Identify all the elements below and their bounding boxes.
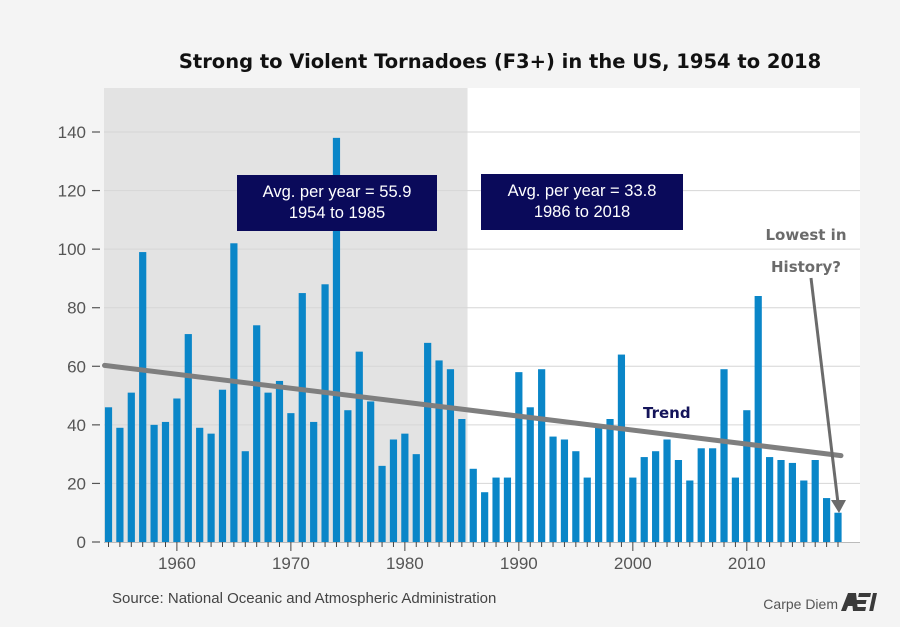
x-tick-label: 2010 (728, 554, 766, 573)
annotation-1-line-2: 1954 to 1985 (289, 204, 385, 222)
bar-1999 (617, 354, 626, 542)
bar-2009 (731, 477, 740, 542)
brand-text: Carpe Diem (763, 596, 838, 612)
gridlines (104, 131, 860, 484)
bar-1977 (367, 401, 375, 542)
bar-1987 (481, 492, 489, 542)
bar-1975 (344, 410, 352, 542)
callout-arrow (809, 277, 846, 513)
bar-2002 (652, 451, 660, 542)
bar-2015 (800, 480, 808, 542)
bar-1994 (560, 439, 569, 542)
annotation-2-line-2: 1986 to 2018 (534, 203, 630, 221)
bar-1978 (378, 465, 386, 542)
bar-1989 (503, 477, 512, 542)
bar-1984 (446, 369, 455, 542)
bar-2001 (640, 457, 648, 542)
y-tick-label: 140 (58, 123, 86, 142)
x-tick-label: 1990 (500, 554, 538, 573)
bar-1992 (538, 369, 546, 542)
bar-2006 (697, 448, 705, 542)
source-note: Source: National Oceanic and Atmospheric… (112, 590, 496, 607)
bar-1954 (104, 407, 113, 542)
bar-1971 (298, 293, 306, 542)
bar-2017 (823, 498, 831, 542)
y-tick-label: 20 (67, 474, 86, 493)
bar-2004 (674, 460, 683, 542)
annotation-box-2: Avg. per year = 33.8 1986 to 2018 (481, 174, 683, 230)
bar-1985 (458, 419, 466, 542)
bar-1963 (207, 433, 215, 542)
annotation-2-line-1: Avg. per year = 33.8 (508, 182, 657, 200)
bar-1960 (173, 398, 181, 542)
callout-line-2: History? (771, 258, 841, 276)
bar-1969 (275, 380, 284, 542)
x-axis: 1960 1970 1980 1990 2000 2010 (104, 542, 860, 573)
y-axis: 0 20 40 60 80 100 120 140 (58, 123, 100, 552)
bar-2000 (629, 477, 637, 542)
bar-1966 (241, 451, 249, 542)
bar-2012 (766, 457, 774, 542)
trend-label: Trend (643, 404, 691, 422)
chart-title: Strong to Violent Tornadoes (F3+) in the… (179, 50, 821, 73)
bar-2008 (720, 369, 728, 542)
bar-1988 (492, 477, 500, 542)
y-tick-label: 80 (67, 299, 86, 318)
bar-1972 (310, 421, 318, 542)
bar-1993 (549, 436, 557, 542)
annotation-box-1: Avg. per year = 55.9 1954 to 1985 (237, 175, 437, 231)
bar-2011 (754, 296, 762, 542)
bar-2014 (788, 462, 797, 542)
bar-1997 (595, 427, 603, 542)
bar-1967 (253, 325, 261, 542)
y-tick-label: 0 (77, 533, 86, 552)
bar-1986 (469, 468, 477, 542)
bar-1970 (287, 413, 295, 542)
annotation-1-line-1: Avg. per year = 55.9 (263, 183, 412, 201)
bar-1990 (515, 372, 523, 542)
bar-1973 (321, 284, 329, 542)
y-tick-label: 40 (67, 416, 86, 435)
bar-1983 (435, 360, 443, 542)
bar-1974 (332, 137, 341, 542)
bar-1980 (401, 433, 409, 542)
bar-1965 (230, 243, 238, 543)
y-tick-label: 120 (58, 182, 86, 201)
bar-1957 (139, 252, 147, 543)
bar-2010 (743, 410, 751, 542)
bar-1958 (150, 424, 158, 542)
bar-2013 (777, 460, 785, 542)
y-tick-label: 60 (67, 357, 86, 376)
bar-1982 (424, 342, 432, 542)
x-tick-label: 1970 (272, 554, 310, 573)
bars (104, 137, 842, 543)
bar-1962 (196, 427, 204, 542)
aei-logo (841, 593, 877, 611)
callout-line-1: Lowest in (765, 226, 846, 244)
bar-2016 (811, 460, 819, 542)
bar-1976 (355, 351, 363, 542)
x-tick-label: 1980 (386, 554, 424, 573)
x-tick-label: 1960 (158, 554, 196, 573)
x-tick-label: 2000 (614, 554, 652, 573)
bar-1981 (412, 454, 420, 542)
bar-1956 (127, 392, 135, 542)
bar-2007 (709, 448, 717, 542)
bar-1996 (583, 477, 591, 542)
trend-line (102, 362, 844, 459)
bar-1961 (184, 334, 192, 542)
bar-1968 (264, 392, 272, 542)
bar-1959 (161, 421, 170, 542)
y-tick-label: 100 (58, 240, 86, 259)
bar-1998 (606, 419, 614, 542)
bar-2018 (834, 512, 842, 542)
bar-2003 (663, 439, 671, 542)
bar-1991 (526, 407, 534, 542)
bar-1979 (389, 439, 398, 542)
bar-1964 (218, 389, 227, 542)
bar-1995 (572, 451, 580, 542)
bar-1955 (116, 427, 124, 542)
bar-2005 (686, 480, 694, 542)
